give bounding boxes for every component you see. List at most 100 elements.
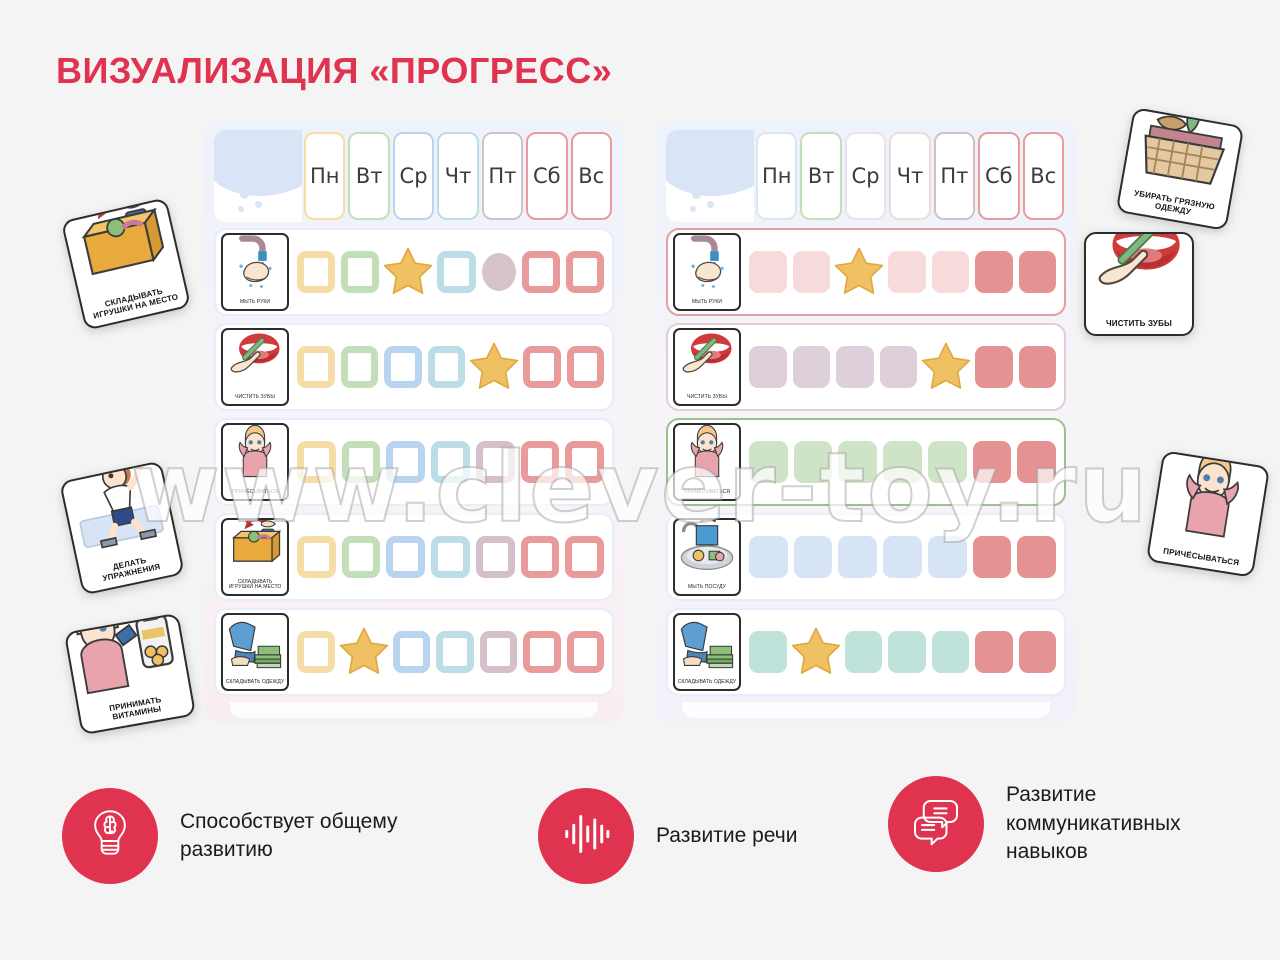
task-pictogram-card[interactable]: ПРИЧЁСЫВАТЬСЯ: [673, 423, 741, 501]
progress-cell-1[interactable]: [341, 441, 381, 483]
progress-cell-4[interactable]: [475, 536, 515, 578]
task-row[interactable]: ЧИСТИТЬ ЗУБЫ: [666, 323, 1066, 411]
progress-token-circle[interactable]: [481, 253, 516, 291]
day-header-1[interactable]: Вт: [348, 132, 390, 220]
task-row[interactable]: МЫТЬ РУКИ: [214, 228, 614, 316]
progress-cell-5[interactable]: [975, 631, 1013, 673]
day-header-6[interactable]: Вс: [1022, 132, 1064, 220]
day-header-2[interactable]: Ср: [844, 132, 887, 220]
progress-cell-4[interactable]: [475, 441, 515, 483]
star-icon[interactable]: [337, 626, 391, 678]
task-row[interactable]: ПРИЧЁСЫВАТЬСЯ: [666, 418, 1066, 506]
progress-cell-6[interactable]: [1018, 346, 1056, 388]
task-row[interactable]: ПРИЧЁСЫВАТЬСЯ: [214, 418, 614, 506]
progress-cell-0[interactable]: [749, 441, 788, 483]
task-pictogram-card[interactable]: МЫТЬ РУКИ: [221, 233, 289, 311]
day-header-5[interactable]: Сб: [526, 132, 568, 220]
star-icon[interactable]: [381, 246, 435, 298]
task-row[interactable]: МЫТЬ РУКИ: [666, 228, 1066, 316]
progress-cell-4[interactable]: [931, 631, 969, 673]
day-header-1[interactable]: Вт: [800, 132, 842, 220]
progress-cell-5[interactable]: [520, 441, 560, 483]
task-pictogram-card[interactable]: СКЛАДЫВАТЬ ИГРУШКИ НА МЕСТО: [221, 518, 289, 596]
progress-cell-0[interactable]: [297, 441, 336, 483]
progress-cell-6[interactable]: [566, 346, 604, 388]
progress-cell-4[interactable]: [927, 441, 967, 483]
day-header-0[interactable]: Пн: [756, 132, 798, 220]
progress-cell-3[interactable]: [427, 346, 465, 388]
progress-cell-0[interactable]: [749, 536, 788, 578]
progress-cell-6[interactable]: [1018, 631, 1056, 673]
task-row[interactable]: СКЛАДЫВАТЬ ИГРУШКИ НА МЕСТО: [214, 513, 614, 601]
task-row[interactable]: ЧИСТИТЬ ЗУБЫ: [214, 323, 614, 411]
star-icon[interactable]: [467, 341, 521, 393]
progress-cell-6[interactable]: [565, 251, 605, 293]
progress-cell-5[interactable]: [975, 346, 1013, 388]
progress-cell-2[interactable]: [844, 631, 882, 673]
progress-cell-3[interactable]: [437, 251, 476, 293]
progress-cell-0[interactable]: [297, 536, 336, 578]
progress-cell-2[interactable]: [392, 631, 430, 673]
card-vitamins[interactable]: ПРИНИМАТЬ ВИТАМИНЫ: [63, 612, 197, 736]
progress-cell-5[interactable]: [520, 536, 560, 578]
task-row[interactable]: МЫТЬ ПОСУДУ: [666, 513, 1066, 601]
day-header-6[interactable]: Вс: [570, 132, 612, 220]
progress-cell-6[interactable]: [1017, 441, 1057, 483]
progress-cell-0[interactable]: [749, 251, 787, 293]
progress-cell-2[interactable]: [386, 536, 426, 578]
progress-cell-1[interactable]: [341, 251, 380, 293]
progress-cell-1[interactable]: [792, 346, 830, 388]
progress-cell-6[interactable]: [1018, 251, 1056, 293]
progress-cell-2[interactable]: [838, 536, 878, 578]
day-header-4[interactable]: Пт: [933, 132, 976, 220]
day-header-2[interactable]: Ср: [392, 132, 435, 220]
progress-cell-4[interactable]: [479, 631, 517, 673]
day-header-0[interactable]: Пн: [304, 132, 346, 220]
progress-cell-5[interactable]: [972, 441, 1012, 483]
progress-cell-1[interactable]: [340, 346, 378, 388]
progress-cell-1[interactable]: [341, 536, 381, 578]
progress-cell-4[interactable]: [927, 536, 967, 578]
progress-cell-3[interactable]: [431, 536, 470, 578]
task-row[interactable]: СКЛАДЫВАТЬ ОДЕЖДУ: [666, 608, 1066, 696]
progress-cell-6[interactable]: [566, 631, 604, 673]
progress-cell-6[interactable]: [565, 536, 605, 578]
day-header-4[interactable]: Пт: [481, 132, 524, 220]
progress-cell-0[interactable]: [749, 346, 787, 388]
progress-cell-6[interactable]: [1017, 536, 1057, 578]
star-icon[interactable]: [789, 626, 843, 678]
progress-cell-2[interactable]: [384, 346, 422, 388]
progress-cell-6[interactable]: [565, 441, 605, 483]
progress-cell-0[interactable]: [749, 631, 787, 673]
card-toys[interactable]: СКЛАДЫВАТЬ ИГРУШКИ НА МЕСТО: [60, 197, 192, 331]
progress-cell-2[interactable]: [838, 441, 878, 483]
card-teeth[interactable]: ЧИСТИТЬ ЗУБЫ: [1084, 232, 1194, 336]
star-icon[interactable]: [919, 341, 973, 393]
progress-cell-3[interactable]: [883, 441, 922, 483]
progress-cell-4[interactable]: [931, 251, 969, 293]
task-pictogram-card[interactable]: ЧИСТИТЬ ЗУБЫ: [673, 328, 741, 406]
card-laundry[interactable]: УБИРАТЬ ГРЯЗНУЮ ОДЕЖДУ: [1115, 107, 1245, 231]
task-pictogram-card[interactable]: СКЛАДЫВАТЬ ОДЕЖДУ: [221, 613, 289, 691]
progress-cell-2[interactable]: [386, 441, 426, 483]
progress-cell-0[interactable]: [297, 631, 335, 673]
progress-cell-3[interactable]: [888, 631, 926, 673]
star-icon[interactable]: [832, 246, 886, 298]
progress-cell-3[interactable]: [436, 631, 474, 673]
progress-cell-3[interactable]: [431, 441, 470, 483]
task-pictogram-card[interactable]: СКЛАДЫВАТЬ ОДЕЖДУ: [673, 613, 741, 691]
progress-cell-1[interactable]: [793, 441, 833, 483]
progress-cell-5[interactable]: [523, 346, 561, 388]
card-comb[interactable]: ПРИЧЁСЫВАТЬСЯ: [1145, 450, 1271, 578]
progress-cell-3[interactable]: [879, 346, 917, 388]
progress-cell-2[interactable]: [836, 346, 874, 388]
progress-cell-5[interactable]: [975, 251, 1013, 293]
progress-cell-3[interactable]: [888, 251, 926, 293]
task-pictogram-card[interactable]: МЫТЬ ПОСУДУ: [673, 518, 741, 596]
progress-cell-1[interactable]: [793, 536, 833, 578]
progress-cell-0[interactable]: [297, 251, 336, 293]
task-pictogram-card[interactable]: ЧИСТИТЬ ЗУБЫ: [221, 328, 289, 406]
card-exercise[interactable]: ДЕЛАТЬ УПРАЖНЕНИЯ: [59, 460, 185, 596]
day-header-3[interactable]: Чт: [437, 132, 479, 220]
task-pictogram-card[interactable]: МЫТЬ РУКИ: [673, 233, 741, 311]
